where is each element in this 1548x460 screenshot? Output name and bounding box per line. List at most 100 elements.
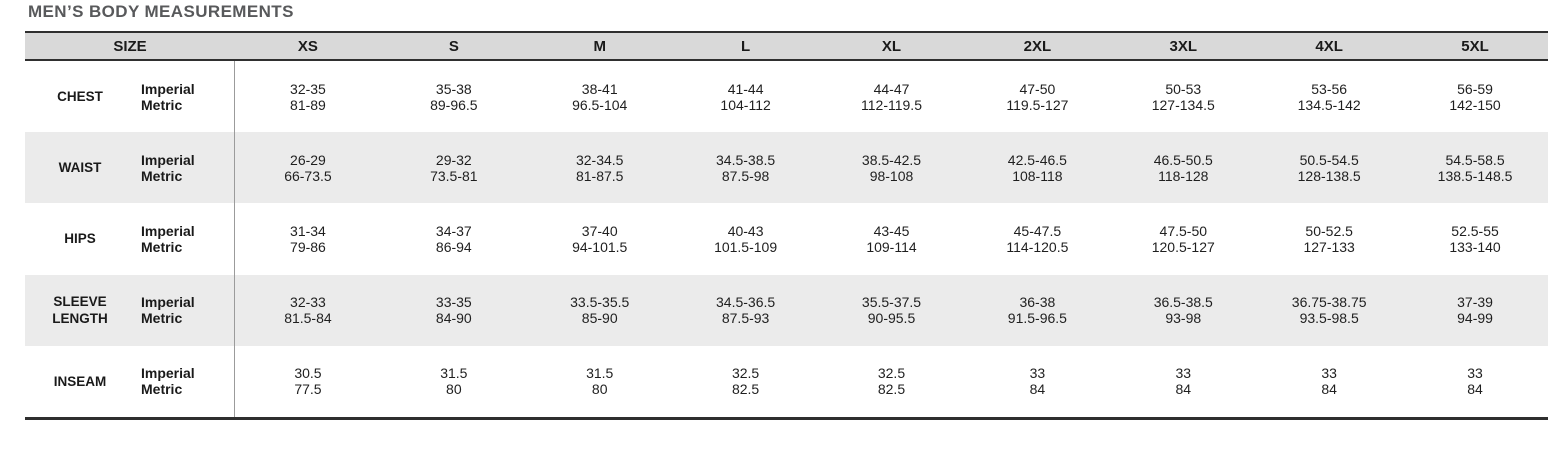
- imperial-value: 36.75-38.75: [1291, 294, 1367, 311]
- table-row: CHEST Imperial Metric 32-35 81-89 35-38 89-96.…: [25, 61, 1548, 133]
- metric-value: 80: [591, 381, 608, 398]
- imperial-value: 31.5: [586, 365, 614, 382]
- measurement-cell: 32-35 81-89: [235, 81, 381, 113]
- table-body: CHEST Imperial Metric 32-35 81-89 35-38 89-96.…: [25, 61, 1548, 417]
- measurement-label: SLEEVE LENGTH: [52, 294, 108, 327]
- metric-value: 98-108: [869, 167, 914, 184]
- metric-value: 108-118: [1012, 167, 1063, 184]
- measurement-cell: 47.5-50 120.5-127: [1110, 223, 1256, 255]
- metric-value: 82.5: [731, 381, 760, 398]
- measurement-cell: 32.5 82.5: [673, 365, 819, 397]
- metric-value: 87.5-93: [721, 310, 770, 327]
- measurement-cell: 34.5-36.5 87.5-93: [673, 294, 819, 326]
- unit-label-metric: Metric: [141, 238, 183, 255]
- measurement-cell: 33 84: [1402, 365, 1548, 397]
- metric-value: 94-101.5: [572, 238, 628, 255]
- column-header-s: S: [448, 37, 459, 55]
- measurement-cell: 33 84: [1110, 365, 1256, 397]
- imperial-value: 50-53: [1165, 80, 1202, 97]
- measurement-cell: 33 84: [1256, 365, 1402, 397]
- imperial-value: 32-35: [290, 80, 326, 97]
- imperial-value: 42.5-46.5: [1007, 151, 1067, 168]
- column-header-5xl: 5XL: [1461, 37, 1489, 55]
- measurement-cell: 34.5-38.5 87.5-98: [673, 152, 819, 184]
- metric-value: 82.5: [877, 381, 906, 398]
- imperial-value: 34-37: [435, 222, 472, 239]
- metric-value: 134.5-142: [1297, 96, 1361, 113]
- imperial-value: 47-50: [1019, 80, 1056, 97]
- imperial-value: 30.5: [294, 365, 322, 382]
- metric-value: 127-134.5: [1151, 96, 1215, 113]
- imperial-value: 31-34: [290, 222, 326, 239]
- column-header-xl: XL: [881, 37, 902, 55]
- table-row: WAIST Imperial Metric 26-29 66-73.5 29-32 73.5…: [25, 132, 1548, 204]
- measurement-label: CHEST: [57, 89, 103, 105]
- imperial-value: 40-43: [727, 222, 764, 239]
- metric-value: 114-120.5: [1006, 238, 1069, 255]
- metric-value: 77.5: [294, 381, 322, 398]
- imperial-value: 53-56: [1311, 80, 1348, 97]
- measurement-cell: 35-38 89-96.5: [381, 81, 527, 113]
- metric-value: 84: [1029, 381, 1046, 398]
- imperial-value: 35-38: [435, 80, 472, 97]
- table-row: INSEAM Imperial Metric 30.5 77.5 31.5 80 31.5 80…: [25, 345, 1548, 417]
- table-row: HIPS Imperial Metric 31-34 79-86 34-37 86-94 37…: [25, 203, 1548, 275]
- imperial-value: 26-29: [290, 151, 326, 168]
- metric-value: 127-133: [1303, 238, 1355, 255]
- measurement-cell: 33 84: [964, 365, 1110, 397]
- measurement-cell: 35.5-37.5 90-95.5: [819, 294, 965, 326]
- measurement-cell: 37-40 94-101.5: [527, 223, 673, 255]
- metric-value: 84: [1175, 381, 1192, 398]
- imperial-value: 32-33: [290, 294, 326, 311]
- imperial-value: 45-47.5: [1013, 222, 1062, 239]
- unit-labels: Imperial Metric: [135, 132, 235, 204]
- measurement-cell: 33.5-35.5 85-90: [527, 294, 673, 326]
- unit-labels: Imperial Metric: [135, 203, 235, 275]
- metric-value: 89-96.5: [430, 96, 478, 113]
- unit-label-metric: Metric: [141, 381, 183, 398]
- metric-value: 73.5-81: [430, 167, 478, 184]
- metric-value: 81-87.5: [575, 167, 624, 184]
- metric-value: 93-98: [1165, 310, 1202, 327]
- measurement-cell: 36-38 91.5-96.5: [964, 294, 1110, 326]
- metric-value: 84: [1467, 381, 1483, 398]
- unit-label-imperial: Imperial: [141, 222, 195, 239]
- imperial-value: 33: [1467, 365, 1483, 382]
- measurement-cell: 53-56 134.5-142: [1256, 81, 1402, 113]
- imperial-value: 36.5-38.5: [1153, 294, 1213, 311]
- metric-value: 87.5-98: [721, 167, 770, 184]
- metric-value: 101.5-109: [714, 238, 778, 255]
- imperial-value: 41-44: [727, 80, 764, 97]
- metric-value: 112-119.5: [861, 96, 922, 113]
- measurement-cell: 31.5 80: [381, 365, 527, 397]
- metric-value: 119.5-127: [1006, 96, 1069, 113]
- metric-value: 109-114: [866, 238, 917, 255]
- measurement-cell: 34-37 86-94: [381, 223, 527, 255]
- imperial-value: 33: [1029, 365, 1046, 382]
- metric-value: 142-150: [1449, 96, 1501, 113]
- measurement-cell: 36.75-38.75 93.5-98.5: [1256, 294, 1402, 326]
- metric-value: 66-73.5: [284, 167, 332, 184]
- imperial-value: 31.5: [440, 365, 468, 382]
- column-header-m: M: [593, 37, 606, 55]
- measurement-cell: 56-59 142-150: [1402, 81, 1548, 113]
- page-title: MEN’S BODY MEASUREMENTS: [28, 2, 294, 21]
- metric-value: 128-138.5: [1297, 167, 1361, 184]
- table-header-row: SIZE XS S M L XL 2XL 3XL 4XL 5XL: [25, 31, 1548, 61]
- measurement-cell: 26-29 66-73.5: [235, 152, 381, 184]
- measurement-cell: 45-47.5 114-120.5: [964, 223, 1110, 255]
- imperial-value: 38.5-42.5: [861, 151, 922, 168]
- imperial-value: 34.5-36.5: [716, 294, 776, 311]
- measurement-cell: 52.5-55 133-140: [1402, 223, 1548, 255]
- measurement-cell: 44-47 112-119.5: [819, 81, 965, 113]
- unit-label-imperial: Imperial: [141, 365, 195, 382]
- metric-value: 120.5-127: [1151, 238, 1215, 255]
- measurement-cell: 33-35 84-90: [381, 294, 527, 326]
- imperial-value: 32.5: [731, 365, 760, 382]
- measurement-cell: 40-43 101.5-109: [673, 223, 819, 255]
- imperial-value: 33: [1175, 365, 1192, 382]
- metric-value: 93.5-98.5: [1299, 310, 1359, 327]
- metric-value: 81.5-84: [284, 310, 332, 327]
- metric-value: 84: [1321, 381, 1337, 398]
- imperial-value: 29-32: [435, 151, 472, 168]
